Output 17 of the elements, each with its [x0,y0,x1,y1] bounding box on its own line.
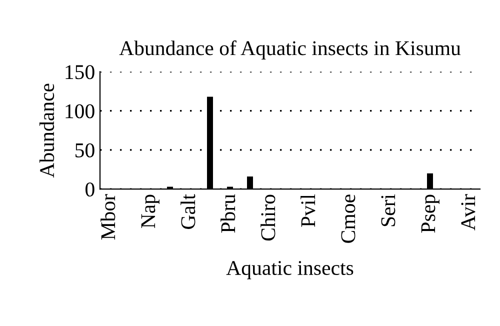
y-tick-label: 100 [66,104,94,118]
x-tick-label: Pbru [220,194,236,233]
x-tick-label: Psep [421,194,440,233]
y-tick-label: 0 [86,182,94,197]
x-tick-label: Seri [381,194,396,226]
y-axis-title: Abundance [39,84,54,178]
x-tick-label: Pvil [300,194,316,227]
y-tick-label: 50 [76,143,94,158]
x-tick-label: Avir [461,194,476,230]
x-tick-label: Nap [141,194,160,228]
x-tick-label: Cmoe [341,194,356,243]
x-tick-label: Galt [180,194,196,229]
x-tick-label: Mbor [100,194,116,240]
x-axis-title: Aquatic insects [226,261,354,280]
chart-title: Abundance of Aquatic insects in Kisumu [119,40,461,60]
y-tick-label: 150 [66,65,94,80]
x-tick-label: Chiro [260,194,276,241]
